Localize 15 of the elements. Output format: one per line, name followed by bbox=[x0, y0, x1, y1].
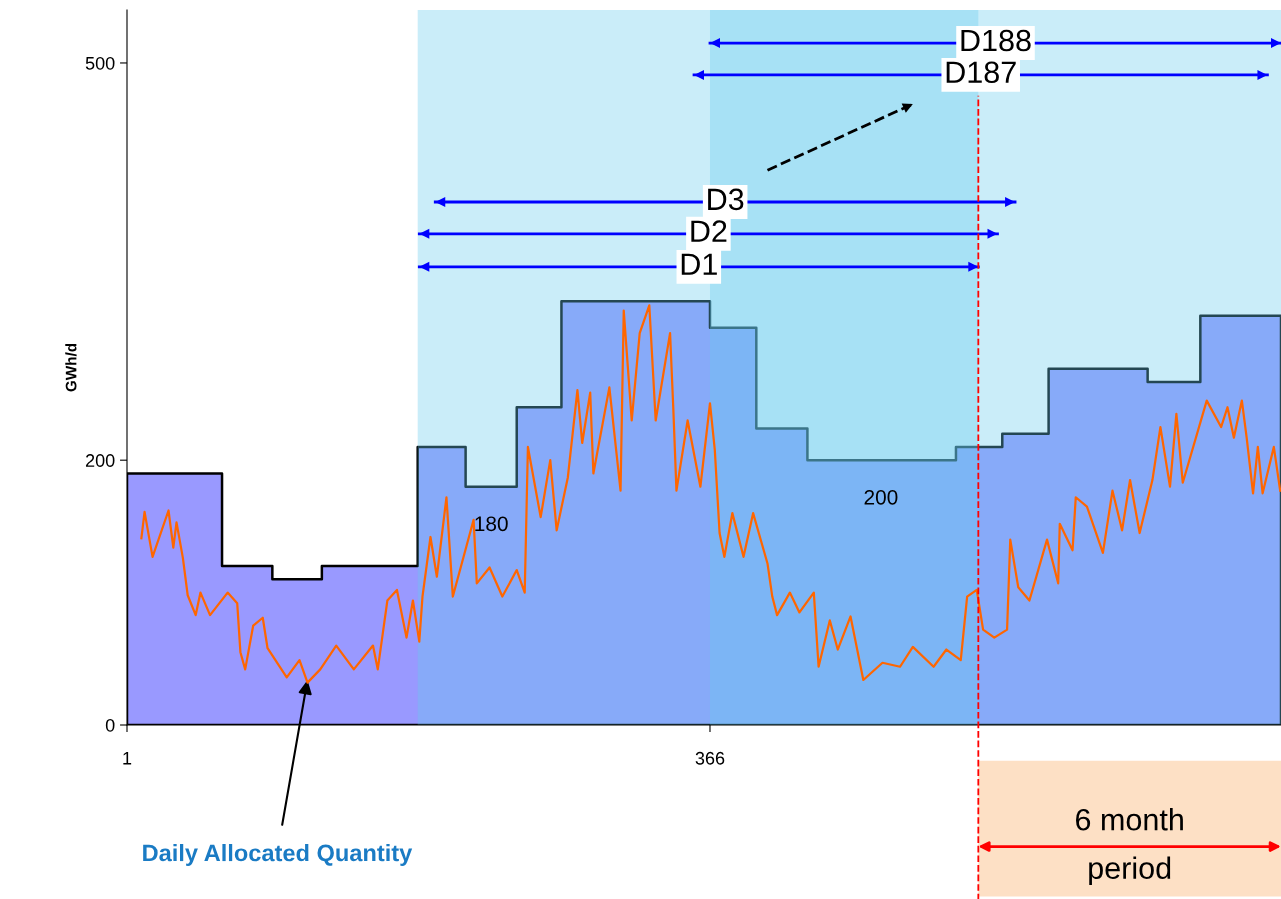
series-label: D2 bbox=[691, 220, 727, 242]
x-tick-label: 1 bbox=[123, 752, 132, 765]
series-label: D187 bbox=[946, 61, 1016, 84]
annotation: 200 bbox=[864, 489, 898, 505]
x-tick-label: 366 bbox=[695, 751, 725, 765]
series-label: D1 bbox=[681, 253, 717, 275]
y-tick-label: 0 bbox=[105, 718, 115, 732]
series-label: D188 bbox=[961, 29, 1031, 52]
annotation: 180 bbox=[475, 516, 508, 532]
annotation: Daily Allocated Quantity bbox=[143, 843, 413, 866]
series-label: D3 bbox=[708, 188, 744, 211]
text: 6 month period bbox=[1076, 808, 1183, 885]
y-tick-label: 500 bbox=[85, 56, 115, 70]
y-tick-label: 200 bbox=[85, 454, 115, 467]
y-axis-title: GWh/d bbox=[65, 343, 77, 392]
